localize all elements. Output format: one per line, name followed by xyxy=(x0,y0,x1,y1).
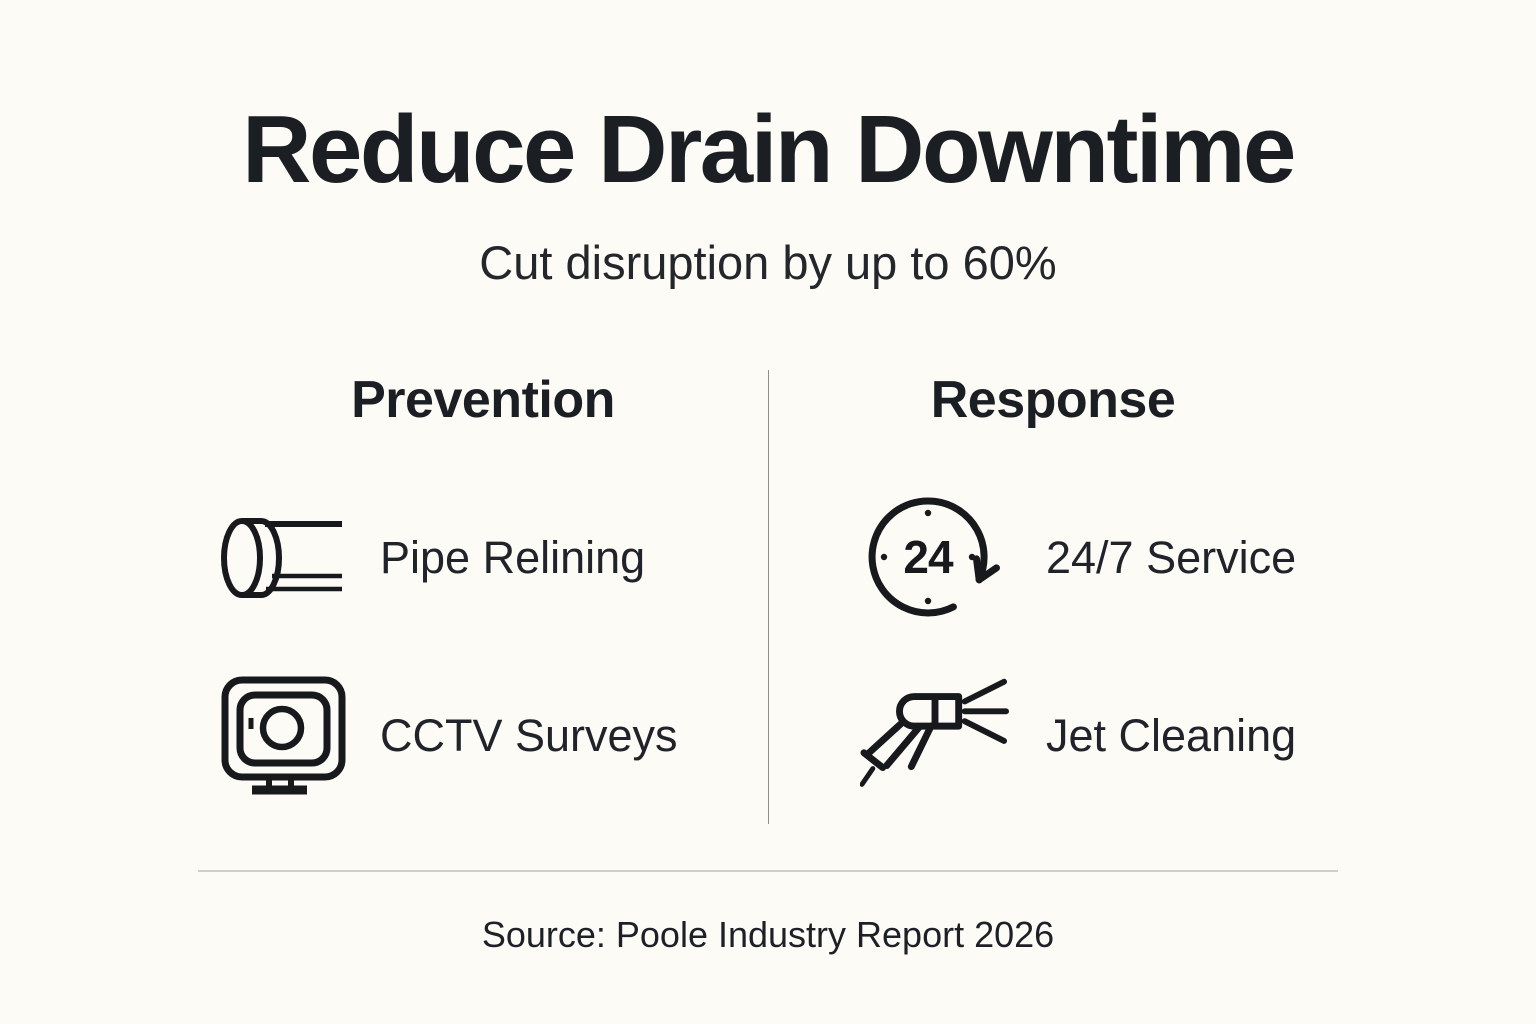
two-column-section: Prevention Pipe Relining xyxy=(198,369,1338,824)
list-item-24-7-service: 24 24/7 Service xyxy=(768,488,1338,628)
horizontal-divider xyxy=(198,869,1338,872)
cctv-monitor-icon xyxy=(218,676,348,796)
response-header: Response xyxy=(930,370,1176,429)
list-item-jet-cleaning: Jet Cleaning xyxy=(768,666,1338,806)
source-note: Source: Poole Industry Report 2026 xyxy=(481,913,1055,955)
pipe-icon xyxy=(218,517,348,598)
jet-washer-icon xyxy=(860,673,1010,799)
cctv-surveys-label: CCTV Surveys xyxy=(380,709,678,761)
pipe-relining-label: Pipe Relining xyxy=(380,531,646,583)
page-subtitle: Cut disruption by up to 60% xyxy=(479,235,1057,289)
column-response: Response 24 24/7 Service xyxy=(768,370,1338,806)
list-item-cctv-surveys: CCTV Surveys xyxy=(198,666,768,806)
prevention-header: Prevention xyxy=(351,370,615,429)
column-prevention: Prevention Pipe Relining xyxy=(198,370,768,806)
clock-24-text: 24 xyxy=(903,531,954,583)
vertical-divider xyxy=(768,369,769,824)
page-title: Reduce Drain Downtime xyxy=(242,96,1296,203)
24-hour-clock-icon: 24 xyxy=(860,494,1010,622)
list-item-pipe-relining: Pipe Relining xyxy=(198,488,768,628)
service-24-7-label: 24/7 Service xyxy=(1046,531,1297,583)
jet-cleaning-label: Jet Cleaning xyxy=(1046,709,1297,761)
